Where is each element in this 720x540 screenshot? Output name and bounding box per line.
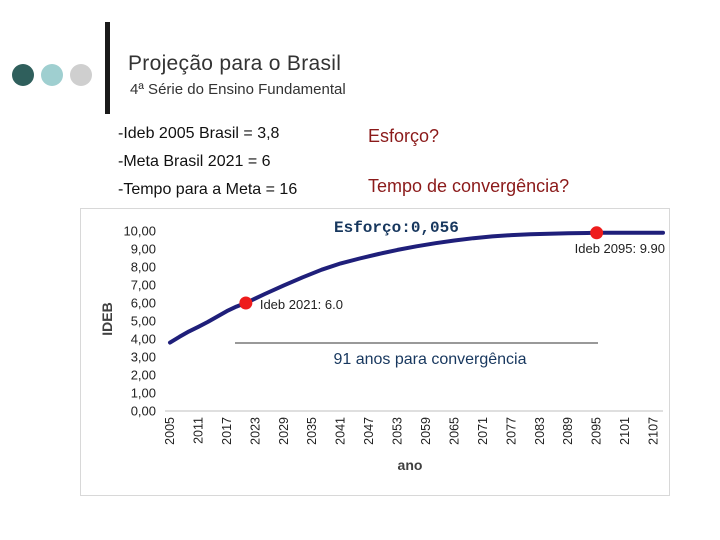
- x-tick-label: 2029: [277, 417, 291, 445]
- x-tick-label: 2011: [191, 417, 205, 444]
- slide-subtitle: 4ª Série do Ensino Fundamental: [130, 81, 346, 98]
- x-tick-label: 2071: [476, 417, 490, 445]
- x-tick-label: 2065: [447, 417, 461, 445]
- x-tick-label: 2101: [618, 417, 632, 445]
- highlight-point: [590, 226, 604, 240]
- convergence-annotation: 91 anos para convergência: [333, 351, 526, 368]
- stat-ideb-2005: -Ideb 2005 Brasil = 3,8: [118, 125, 280, 142]
- highlight-point: [239, 296, 253, 310]
- series-line-ideb: [168, 230, 665, 345]
- y-tick-label: 3,00: [131, 350, 156, 365]
- decor-dot-teal: [41, 64, 63, 86]
- question-convergence: Tempo de convergência?: [368, 176, 570, 196]
- y-tick-label: 0,00: [131, 404, 156, 419]
- y-axis-label: IDEB: [99, 302, 115, 335]
- highlight-label: Ideb 2021: 6.0: [260, 297, 343, 312]
- decor-dot-gray: [70, 64, 92, 86]
- x-tick-label: 2083: [533, 417, 547, 445]
- x-tick-label: 2035: [305, 417, 319, 445]
- x-tick-label: 2017: [220, 417, 234, 445]
- stat-meta-2021: -Meta Brasil 2021 = 6: [118, 153, 271, 170]
- y-tick-label: 10,00: [123, 224, 156, 239]
- x-tick-label: 2077: [504, 417, 518, 445]
- highlight-label: Ideb 2095: 9.90: [575, 241, 665, 256]
- stat-tempo-meta: -Tempo para a Meta = 16: [118, 181, 298, 198]
- x-tick-label: 2107: [647, 417, 661, 445]
- y-tick-label: 1,00: [131, 386, 156, 401]
- slide-title: Projeção para o Brasil: [128, 52, 342, 75]
- x-tick-label: 2005: [163, 417, 177, 445]
- y-tick-label: 5,00: [131, 314, 156, 329]
- x-axis-label: ano: [398, 457, 423, 473]
- x-tick-label: 2047: [362, 417, 376, 445]
- x-axis-ticks: 2005 2011 2017 2023 2029 2035 2041 2047 2053 2059…: [163, 417, 661, 445]
- x-tick-label: 2023: [248, 417, 262, 445]
- x-tick-label: 2089: [561, 417, 575, 445]
- x-tick-label: 2041: [334, 417, 348, 445]
- y-tick-label: 4,00: [131, 332, 156, 347]
- y-axis-ticks: 0,00 1,00 2,00 3,00 4,00 5,00 6,00 7,00 8,00 9,00…: [123, 224, 156, 419]
- y-tick-label: 8,00: [131, 260, 156, 275]
- title-divider: [105, 22, 110, 114]
- y-tick-label: 6,00: [131, 296, 156, 311]
- x-tick-label: 2095: [590, 417, 604, 445]
- effort-value-label: Esforço:0,056: [334, 219, 459, 237]
- y-tick-label: 7,00: [131, 278, 156, 293]
- question-effort: Esforço?: [368, 126, 440, 146]
- x-tick-label: 2053: [391, 417, 405, 445]
- y-tick-label: 9,00: [131, 242, 156, 257]
- y-tick-label: 2,00: [131, 368, 156, 383]
- x-tick-label: 2059: [419, 417, 433, 445]
- decor-dot-dark: [12, 64, 34, 86]
